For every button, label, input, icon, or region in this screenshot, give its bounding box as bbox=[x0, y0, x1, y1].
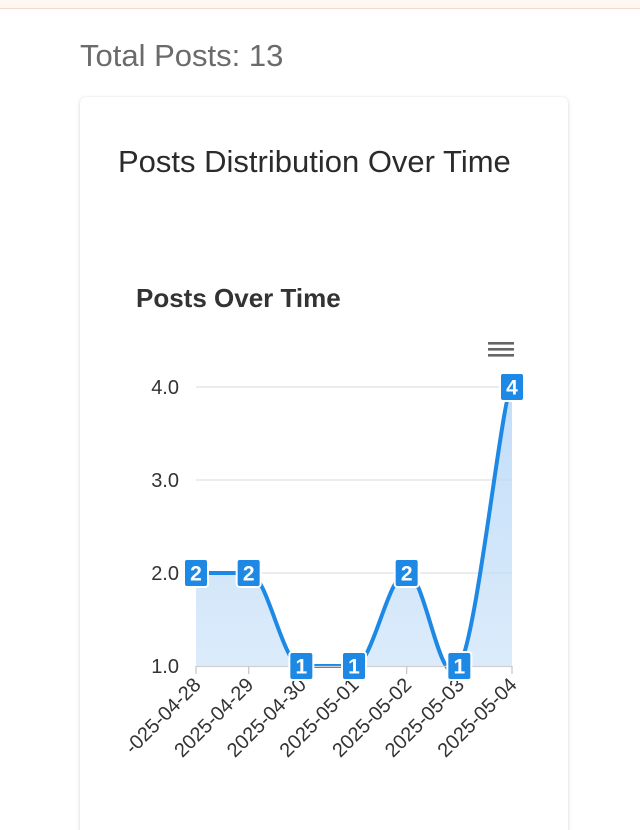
data-label-bg bbox=[183, 558, 209, 588]
y-tick-label: 3.0 bbox=[151, 470, 179, 492]
data-label-text: 1 bbox=[348, 656, 360, 679]
data-label: 4 bbox=[499, 372, 525, 402]
series-line bbox=[194, 385, 514, 674]
series-area-fill bbox=[196, 387, 512, 672]
top-strip bbox=[0, 0, 640, 9]
data-label: 2 bbox=[183, 558, 209, 588]
data-label-bg bbox=[393, 558, 420, 588]
y-tick-label: 4.0 bbox=[151, 377, 179, 399]
data-label: 1 bbox=[341, 651, 367, 681]
chart-card: Posts Distribution Over Time bbox=[80, 97, 568, 830]
hamburger-menu-icon[interactable] bbox=[484, 336, 518, 362]
data-label: 1 bbox=[446, 651, 473, 681]
data-label-text: 2 bbox=[401, 563, 413, 586]
series-area bbox=[196, 387, 512, 672]
card-title: Posts Distribution Over Time bbox=[118, 144, 511, 179]
y-tick-label: 1.0 bbox=[151, 656, 179, 678]
data-label-bg bbox=[446, 651, 473, 681]
y-tick-label: 2.0 bbox=[151, 563, 179, 585]
y-axis: 1.0 2.0 3.0 4.0 bbox=[151, 377, 179, 678]
total-posts-text: Total Posts: 13 bbox=[80, 38, 284, 73]
chart-title: Posts Over Time bbox=[136, 283, 341, 313]
data-label-text: 4 bbox=[506, 377, 518, 400]
data-label-bg bbox=[235, 558, 262, 588]
series-line-group bbox=[194, 385, 514, 674]
data-label: 2 bbox=[235, 558, 262, 588]
data-label: 1 bbox=[288, 651, 315, 681]
data-label: 2 bbox=[393, 558, 420, 588]
grid-lines bbox=[196, 386, 512, 574]
data-label-bg bbox=[341, 651, 367, 681]
data-label-text: 1 bbox=[295, 656, 307, 679]
data-label-text: 2 bbox=[190, 563, 202, 586]
data-label-bg bbox=[499, 372, 525, 402]
data-label-text: 1 bbox=[453, 656, 465, 679]
data-labels: 2 2 1 1 2 1 4 bbox=[183, 372, 525, 681]
data-label-text: 2 bbox=[243, 563, 255, 586]
data-label-bg bbox=[288, 651, 315, 681]
